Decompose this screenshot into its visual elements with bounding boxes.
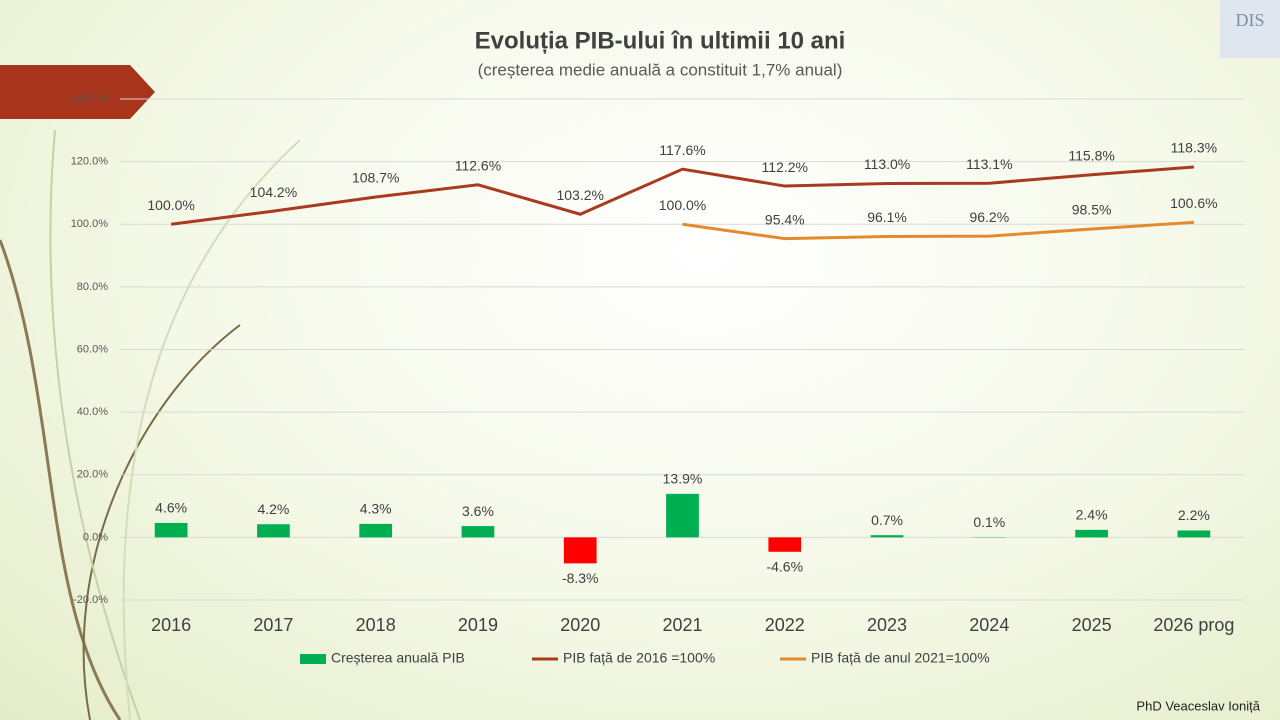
decor-arrow	[0, 65, 155, 119]
x-tick-label: 2024	[969, 615, 1009, 635]
y-tick-label: -20.0%	[73, 594, 108, 606]
y-tick-label: 0.0%	[83, 531, 108, 543]
bar	[666, 493, 699, 538]
line-value-label: 96.2%	[969, 209, 1009, 225]
x-tick-label: 2018	[356, 615, 396, 635]
line-value-label: 104.2%	[250, 184, 297, 200]
x-tick-label: 2019	[458, 615, 498, 635]
y-tick-label: 80.0%	[77, 281, 108, 293]
line-value-label: 113.1%	[966, 156, 1012, 172]
bar	[461, 526, 495, 538]
bar-value-label: 2.2%	[1178, 507, 1210, 523]
line-value-label: 98.5%	[1072, 202, 1112, 218]
chart-subtitle: (creșterea medie anuală a constituit 1,7…	[478, 60, 843, 79]
logo-box	[1220, 0, 1280, 58]
bar	[563, 537, 597, 564]
legend-label: PIB față de anul 2021=100%	[811, 650, 990, 666]
legend-label: PIB față de 2016 =100%	[563, 650, 715, 666]
decor-curve	[0, 239, 122, 720]
bar-value-label: 13.9%	[663, 471, 703, 487]
y-tick-label: 120.0%	[71, 156, 109, 168]
bar-value-label: 2.4%	[1076, 507, 1108, 523]
y-tick-label: 40.0%	[77, 406, 108, 418]
line-value-label: 100.6%	[1170, 195, 1217, 211]
line-value-label: 96.1%	[867, 209, 907, 225]
bar	[1177, 530, 1211, 538]
line	[170, 165, 1194, 226]
line-value-label: 108.7%	[352, 170, 399, 186]
line-value-label: 100.0%	[147, 197, 194, 213]
y-tick-label: 140.0%	[71, 93, 109, 105]
line-value-label: 103.2%	[556, 187, 603, 203]
legend-swatch	[300, 654, 326, 664]
x-tick-label: 2021	[662, 615, 702, 635]
bar	[1075, 529, 1108, 538]
bar-value-label: 0.7%	[871, 512, 903, 528]
line	[682, 220, 1194, 241]
line-value-label: 112.2%	[762, 159, 808, 175]
x-tick-label: 2022	[765, 615, 805, 635]
x-tick-label: 2016	[151, 615, 191, 635]
bar-value-label: -8.3%	[562, 570, 599, 586]
bar	[359, 523, 393, 538]
bar	[257, 524, 290, 538]
line-value-label: 117.6%	[659, 142, 705, 158]
bar-value-label: 0.1%	[973, 514, 1005, 530]
decor-curve	[82, 324, 241, 720]
line-value-label: 118.3%	[1171, 140, 1217, 156]
y-tick-label: 60.0%	[77, 343, 108, 355]
bar	[154, 522, 188, 538]
line-value-label: 112.6%	[455, 157, 501, 173]
bar-value-label: 4.2%	[257, 501, 289, 517]
bar	[870, 535, 904, 538]
bar-value-label: 3.6%	[462, 503, 494, 519]
line-value-label: 100.0%	[659, 197, 706, 213]
bar	[768, 537, 802, 552]
line-value-label: 95.4%	[765, 211, 805, 227]
line-value-label: 113.0%	[864, 156, 910, 172]
x-tick-label: 2026 prog	[1153, 615, 1234, 635]
chart-title: Evoluția PIB-ului în ultimii 10 ani	[475, 27, 846, 54]
y-tick-label: 20.0%	[77, 469, 108, 481]
x-tick-label: 2020	[560, 615, 600, 635]
logo: DIS	[1235, 10, 1264, 30]
decor-curve	[122, 139, 301, 720]
bar-value-label: 4.6%	[155, 500, 187, 516]
x-tick-label: 2017	[253, 615, 293, 635]
bar-value-label: -4.6%	[766, 558, 803, 574]
line-value-label: 115.8%	[1068, 147, 1114, 163]
bar-value-label: 4.3%	[360, 501, 392, 517]
y-tick-label: 100.0%	[71, 218, 109, 230]
x-tick-label: 2025	[1072, 615, 1112, 635]
decor-curve	[49, 129, 141, 720]
legend-label: Creșterea anuală PIB	[331, 650, 465, 666]
x-tick-label: 2023	[867, 615, 907, 635]
author: PhD Veaceslav Ioniță	[1136, 698, 1260, 713]
